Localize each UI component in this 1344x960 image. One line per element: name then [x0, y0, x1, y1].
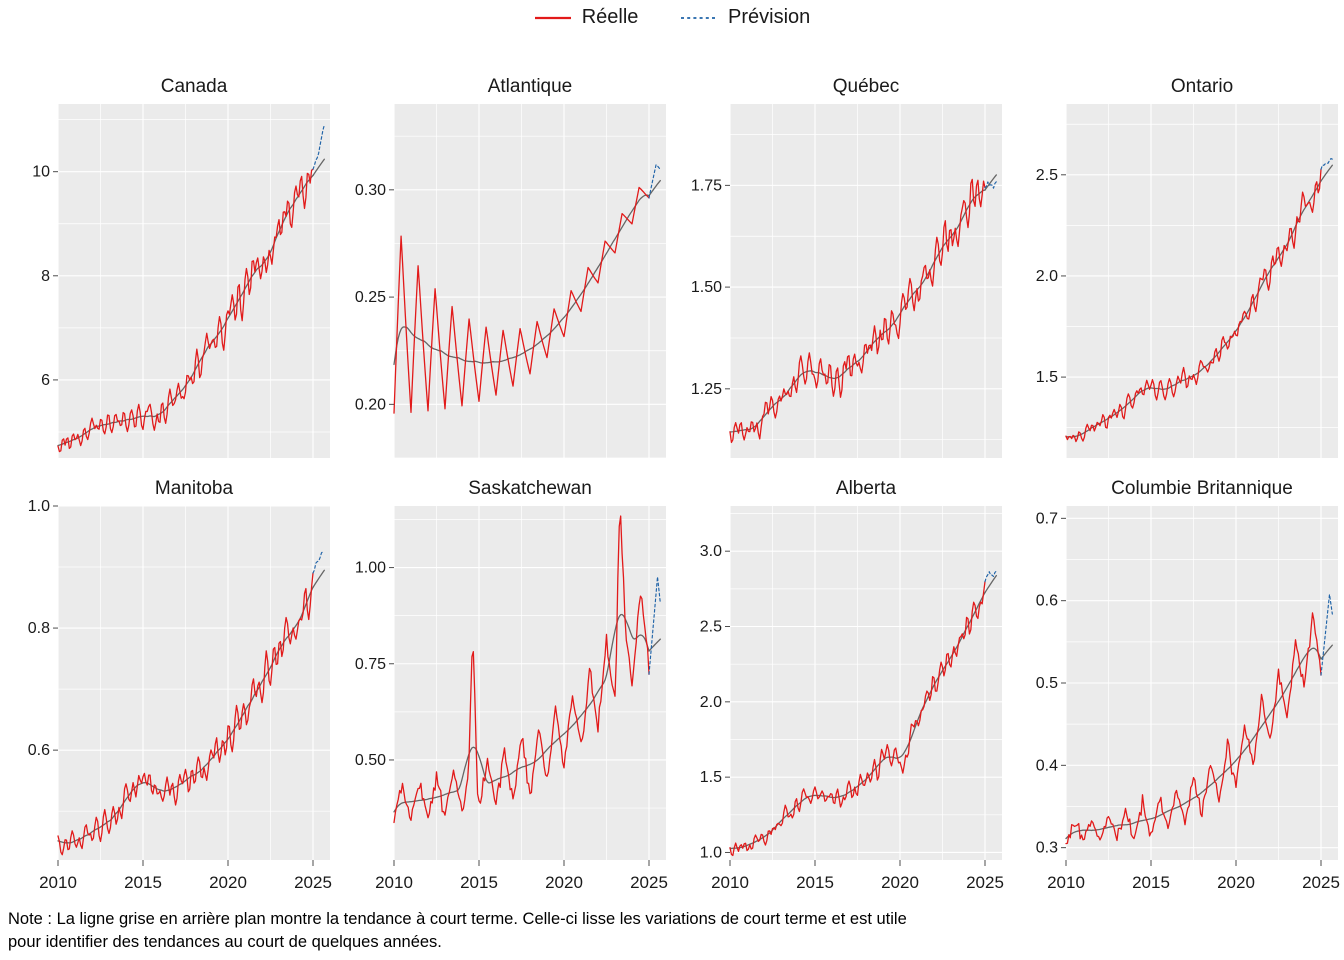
svg-text:8: 8: [41, 268, 50, 285]
svg-text:2015: 2015: [124, 873, 162, 892]
svg-text:1.25: 1.25: [691, 381, 722, 398]
svg-text:Manitoba: Manitoba: [155, 478, 234, 499]
svg-text:Saskatchewan: Saskatchewan: [468, 478, 592, 499]
svg-text:1.5: 1.5: [700, 769, 722, 786]
svg-text:0.7: 0.7: [1036, 510, 1058, 527]
svg-text:0.30: 0.30: [355, 182, 386, 199]
svg-text:0.6: 0.6: [28, 742, 50, 759]
svg-text:2.0: 2.0: [700, 694, 722, 711]
svg-text:2.5: 2.5: [1036, 167, 1058, 184]
svg-text:Alberta: Alberta: [836, 478, 897, 499]
svg-text:0.50: 0.50: [355, 752, 386, 769]
svg-text:2010: 2010: [375, 873, 413, 892]
svg-text:0.8: 0.8: [28, 620, 50, 637]
svg-text:2010: 2010: [711, 873, 749, 892]
svg-text:1.5: 1.5: [1036, 369, 1058, 386]
svg-text:2020: 2020: [209, 873, 247, 892]
svg-text:Columbie Britannique: Columbie Britannique: [1111, 478, 1293, 499]
svg-text:3.0: 3.0: [700, 543, 722, 560]
svg-text:Québec: Québec: [833, 76, 900, 97]
svg-text:10: 10: [32, 164, 50, 181]
svg-text:0.3: 0.3: [1036, 840, 1058, 857]
svg-text:1.75: 1.75: [691, 177, 722, 194]
svg-text:0.25: 0.25: [355, 289, 386, 306]
svg-text:0.5: 0.5: [1036, 675, 1058, 692]
svg-text:2020: 2020: [881, 873, 919, 892]
svg-text:2010: 2010: [1047, 873, 1085, 892]
svg-text:0.20: 0.20: [355, 396, 386, 413]
svg-text:2.0: 2.0: [1036, 268, 1058, 285]
svg-text:2020: 2020: [1217, 873, 1255, 892]
svg-text:2010: 2010: [39, 873, 77, 892]
svg-text:2025: 2025: [630, 873, 668, 892]
svg-text:Atlantique: Atlantique: [488, 76, 573, 97]
svg-text:2015: 2015: [796, 873, 834, 892]
svg-text:6: 6: [41, 372, 50, 389]
svg-text:2.5: 2.5: [700, 619, 722, 636]
svg-text:1.0: 1.0: [28, 498, 50, 515]
svg-text:2015: 2015: [460, 873, 498, 892]
svg-text:0.6: 0.6: [1036, 593, 1058, 610]
svg-text:2025: 2025: [966, 873, 1004, 892]
svg-text:2015: 2015: [1132, 873, 1170, 892]
svg-text:Canada: Canada: [161, 76, 228, 97]
svg-text:1.00: 1.00: [355, 560, 386, 577]
svg-text:0.75: 0.75: [355, 656, 386, 673]
svg-text:1.0: 1.0: [700, 844, 722, 861]
svg-text:0.4: 0.4: [1036, 757, 1058, 774]
svg-text:2025: 2025: [1302, 873, 1340, 892]
svg-text:1.50: 1.50: [691, 279, 722, 296]
svg-text:Ontario: Ontario: [1171, 76, 1233, 97]
svg-text:2025: 2025: [294, 873, 332, 892]
svg-text:2020: 2020: [545, 873, 583, 892]
